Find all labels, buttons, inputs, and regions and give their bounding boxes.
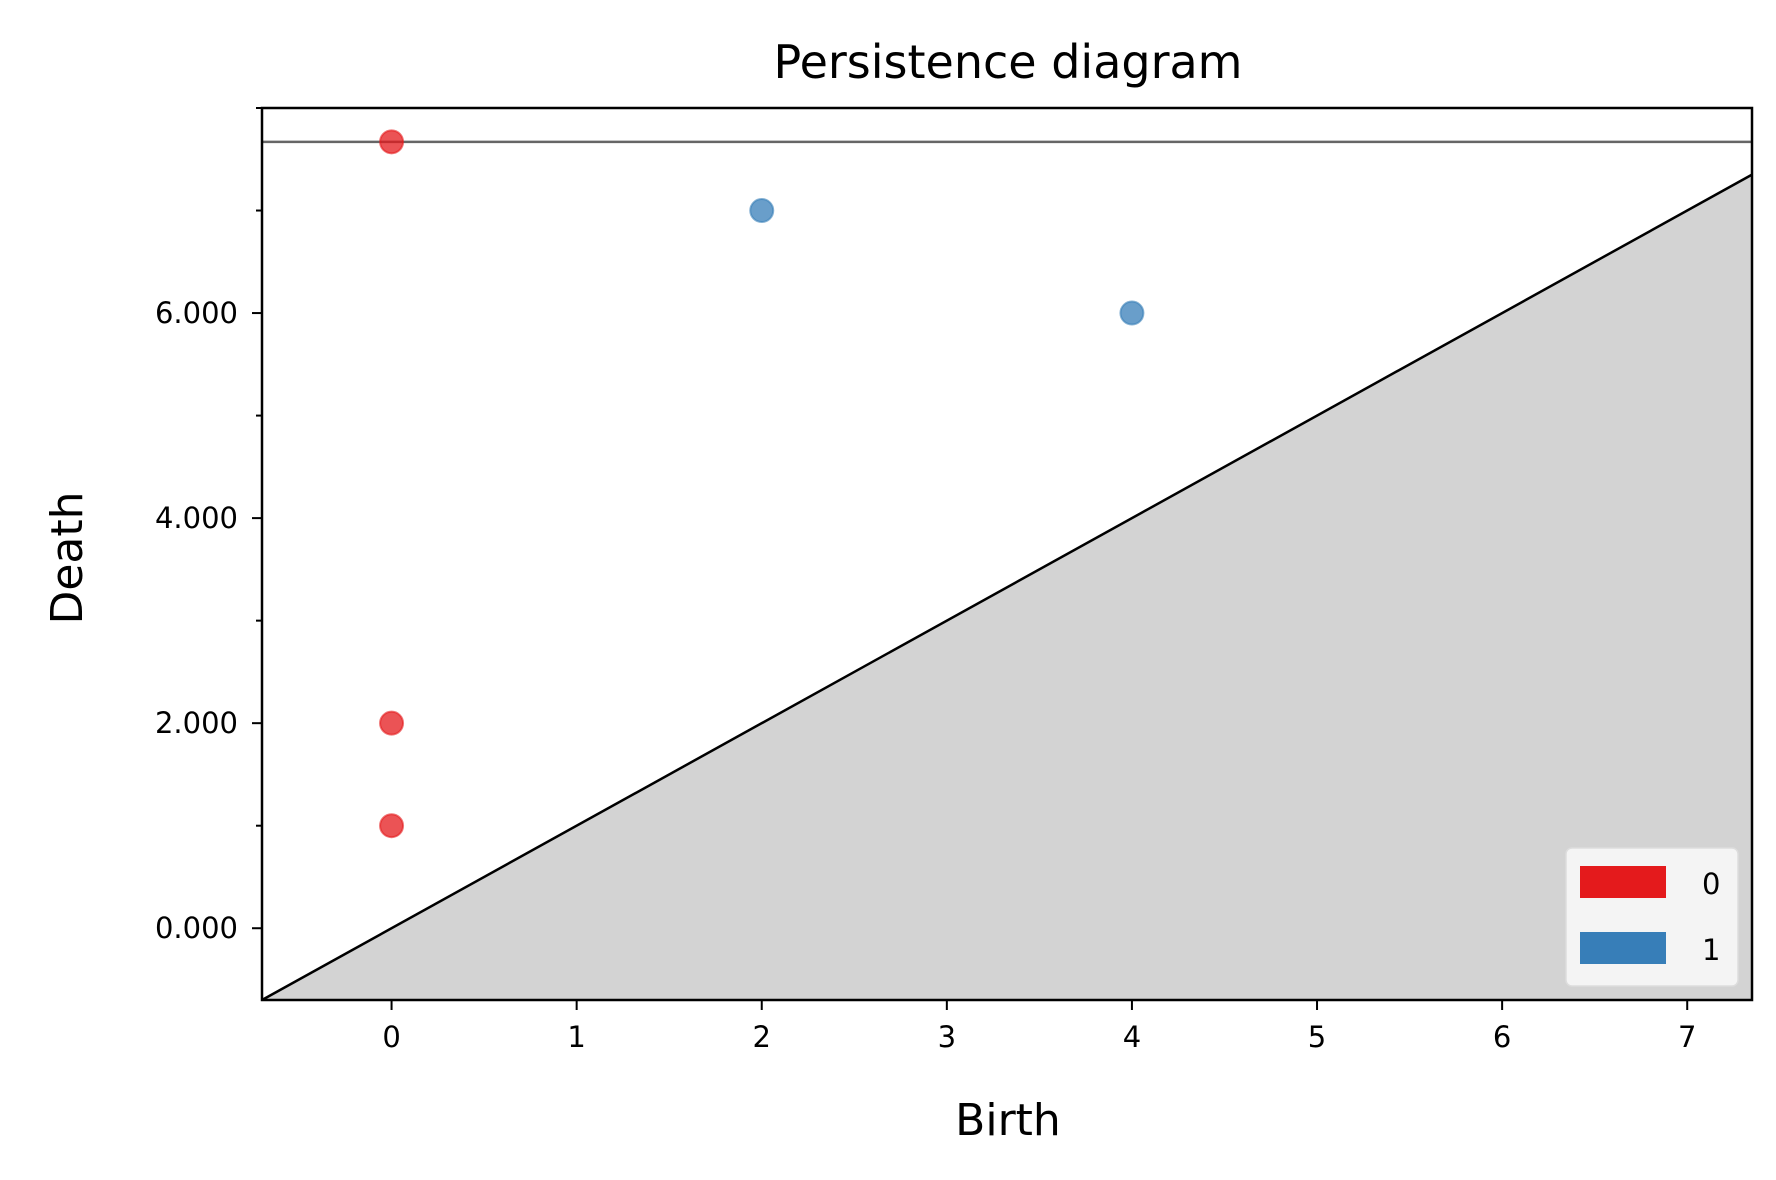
plot-border [260,106,1754,1002]
x-tick-label-1: 1 [567,1020,585,1054]
x-tick-label-3: 3 [938,1020,956,1054]
x-tick-label-6: 6 [1493,1020,1511,1054]
data-point-series-0-2 [379,813,405,839]
x-axis-label: Birth [955,1095,1061,1146]
x-tick-label-4: 4 [1123,1020,1141,1054]
x-tick-label-5: 5 [1308,1020,1326,1054]
x-tick-label-2: 2 [753,1020,771,1054]
chart-title: Persistence diagram [773,35,1242,89]
diagonal-line [261,173,1753,1002]
y-tick-label-4: 4.000 [155,501,238,535]
data-point-series-1-0 [749,198,775,224]
legend-swatch-1 [1580,932,1666,964]
y-tick-label-6: 6.000 [155,296,238,330]
legend-label-1: 1 [1702,933,1720,967]
legend-label-0: 0 [1702,867,1720,901]
y-tick-label-2: 2.000 [155,706,238,740]
legend-swatch-0 [1580,866,1666,898]
y-tick-label-0: 0.000 [155,911,238,945]
x-tick-label-7: 7 [1678,1020,1696,1054]
y-axis-label: Death [42,491,93,624]
data-point-series-0-0 [379,129,405,155]
data-point-series-0-1 [379,710,405,736]
data-point-series-1-1 [1119,300,1145,326]
legend: 01 [1565,847,1739,987]
x-tick-label-0: 0 [382,1020,400,1054]
